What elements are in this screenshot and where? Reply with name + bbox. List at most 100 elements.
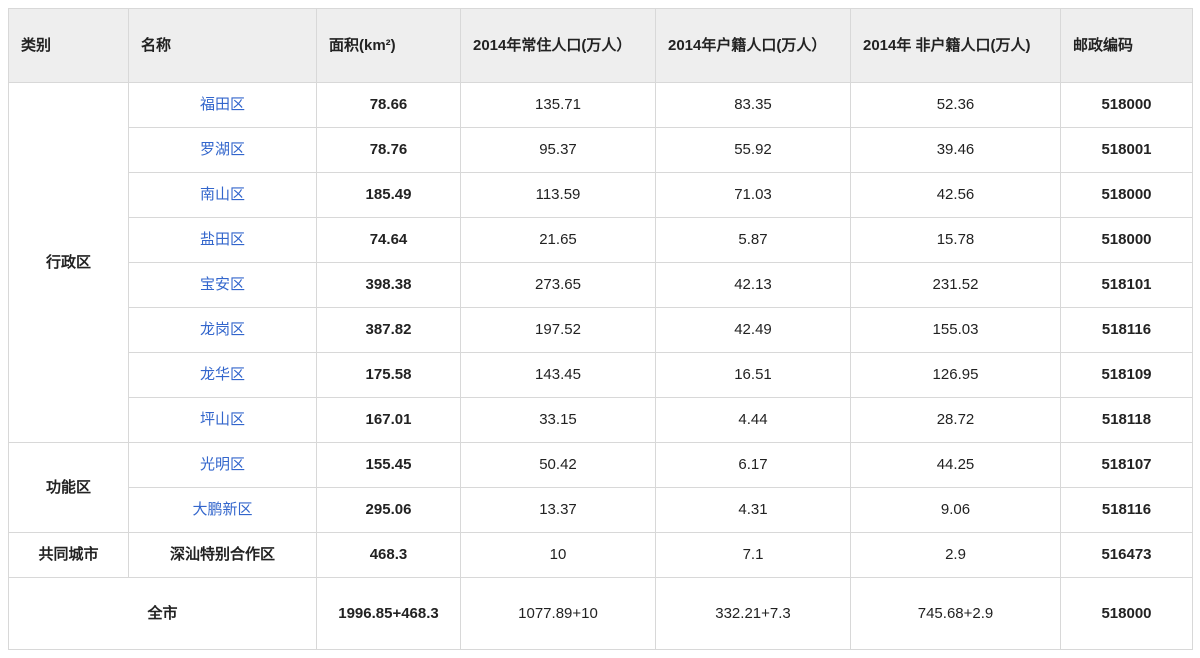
category-cell: 功能区 [9,443,129,533]
resident-pop-cell: 33.15 [461,398,656,443]
resident-pop-cell: 95.37 [461,128,656,173]
col-header-registered-pop: 2014年户籍人口(万人） [656,9,851,83]
table-row: 龙华区 175.58143.4516.51126.95518109 [9,353,1193,398]
name-cell: 罗湖区 [129,128,317,173]
registered-pop-cell: 83.35 [656,83,851,128]
resident-pop-cell: 13.37 [461,488,656,533]
name-cell: 大鹏新区 [129,488,317,533]
nonregistered-pop-cell: 28.72 [851,398,1061,443]
resident-pop-cell: 113.59 [461,173,656,218]
table-row: 龙岗区387.82197.5242.49155.03518116 [9,308,1193,353]
district-link[interactable]: 龙华区 [200,366,245,383]
district-link[interactable]: 龙岗区 [200,321,245,338]
table-row: 共同城市深汕特别合作区468.3107.12.9516473 [9,533,1193,578]
resident-pop-cell: 135.71 [461,83,656,128]
district-link[interactable]: 光明区 [200,456,245,473]
resident-pop-cell: 143.45 [461,353,656,398]
name-cell: 坪山区 [129,398,317,443]
col-header-postal-code: 邮政编码 [1061,9,1193,83]
area-cell: 468.3 [317,533,461,578]
table-row: 大鹏新区 295.0613.374.319.06518116 [9,488,1193,533]
area-cell: 185.49 [317,173,461,218]
area-cell: 167.01 [317,398,461,443]
nonregistered-pop-cell: 9.06 [851,488,1061,533]
total-area-cell: 1996.85+468.3 [317,578,461,650]
name-cell: 龙华区 [129,353,317,398]
registered-pop-cell: 5.87 [656,218,851,263]
registered-pop-cell: 71.03 [656,173,851,218]
postal-code-cell: 518107 [1061,443,1193,488]
postal-code-cell: 518101 [1061,263,1193,308]
district-link[interactable]: 大鹏新区 [192,501,252,518]
nonregistered-pop-cell: 2.9 [851,533,1061,578]
category-cell: 行政区 [9,83,129,443]
total-row: 全市1996.85+468.31077.89+10332.21+7.3745.6… [9,578,1193,650]
resident-pop-cell: 273.65 [461,263,656,308]
postal-code-cell: 518000 [1061,83,1193,128]
total-nonregistered-pop-cell: 745.68+2.9 [851,578,1061,650]
area-cell: 74.64 [317,218,461,263]
table-body: 行政区福田区78.66135.7183.3552.36518000罗湖区78.7… [9,83,1193,650]
area-cell: 78.76 [317,128,461,173]
name-cell: 光明区 [129,443,317,488]
registered-pop-cell: 4.31 [656,488,851,533]
col-header-nonregistered-pop: 2014年 非户籍人口(万人) [851,9,1061,83]
table-row: 盐田区 74.6421.655.8715.78518000 [9,218,1193,263]
nonregistered-pop-cell: 126.95 [851,353,1061,398]
postal-code-cell: 516473 [1061,533,1193,578]
postal-code-cell: 518116 [1061,308,1193,353]
total-resident-pop-cell: 1077.89+10 [461,578,656,650]
nonregistered-pop-cell: 44.25 [851,443,1061,488]
nonregistered-pop-cell: 231.52 [851,263,1061,308]
table-row: 行政区福田区78.66135.7183.3552.36518000 [9,83,1193,128]
resident-pop-cell: 10 [461,533,656,578]
nonregistered-pop-cell: 155.03 [851,308,1061,353]
category-cell: 共同城市 [9,533,129,578]
districts-table: 类别 名称 面积(km²) 2014年常住人口(万人） 2014年户籍人口(万人… [8,8,1193,650]
name-cell: 盐田区 [129,218,317,263]
district-link[interactable]: 福田区 [200,96,245,113]
district-link[interactable]: 南山区 [200,186,245,203]
registered-pop-cell: 55.92 [656,128,851,173]
nonregistered-pop-cell: 39.46 [851,128,1061,173]
registered-pop-cell: 4.44 [656,398,851,443]
registered-pop-cell: 16.51 [656,353,851,398]
header-row: 类别 名称 面积(km²) 2014年常住人口(万人） 2014年户籍人口(万人… [9,9,1193,83]
name-cell: 深汕特别合作区 [129,533,317,578]
area-cell: 155.45 [317,443,461,488]
postal-code-cell: 518116 [1061,488,1193,533]
area-cell: 398.38 [317,263,461,308]
name-cell: 南山区 [129,173,317,218]
postal-code-cell: 518109 [1061,353,1193,398]
total-name-cell: 全市 [9,578,317,650]
col-header-area: 面积(km²) [317,9,461,83]
resident-pop-cell: 21.65 [461,218,656,263]
table-row: 南山区 185.49113.5971.0342.56518000 [9,173,1193,218]
name-cell: 福田区 [129,83,317,128]
registered-pop-cell: 42.13 [656,263,851,308]
table-row: 功能区光明区155.4550.426.1744.25518107 [9,443,1193,488]
nonregistered-pop-cell: 52.36 [851,83,1061,128]
resident-pop-cell: 50.42 [461,443,656,488]
area-cell: 295.06 [317,488,461,533]
name-cell: 宝安区 [129,263,317,308]
name-cell: 龙岗区 [129,308,317,353]
col-header-name: 名称 [129,9,317,83]
district-link[interactable]: 盐田区 [200,231,245,248]
postal-code-cell: 518001 [1061,128,1193,173]
col-header-category: 类别 [9,9,129,83]
registered-pop-cell: 42.49 [656,308,851,353]
postal-code-cell: 518000 [1061,173,1193,218]
table-row: 罗湖区 78.7695.3755.9239.46518001 [9,128,1193,173]
district-link[interactable]: 坪山区 [200,411,245,428]
area-cell: 175.58 [317,353,461,398]
district-link[interactable]: 宝安区 [200,276,245,293]
postal-code-cell: 518118 [1061,398,1193,443]
postal-code-cell: 518000 [1061,218,1193,263]
nonregistered-pop-cell: 15.78 [851,218,1061,263]
district-link[interactable]: 罗湖区 [200,141,245,158]
total-postal-code-cell: 518000 [1061,578,1193,650]
area-cell: 78.66 [317,83,461,128]
registered-pop-cell: 7.1 [656,533,851,578]
nonregistered-pop-cell: 42.56 [851,173,1061,218]
